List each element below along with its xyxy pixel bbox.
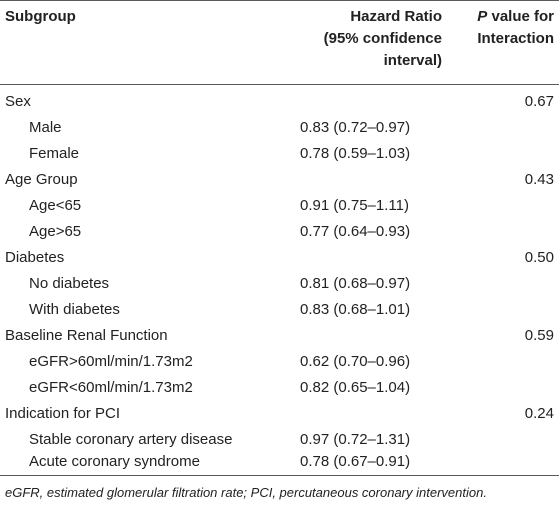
header-p-value: P value for Interaction <box>477 6 554 50</box>
table-row: Age<65 0.91 (0.75–1.11) <box>0 193 559 219</box>
table-row: Female 0.78 (0.59–1.03) <box>0 141 559 167</box>
row-label: Stable coronary artery disease <box>29 431 233 448</box>
header-rule <box>0 84 559 85</box>
table-row: Indication for PCI 0.24 <box>0 401 559 427</box>
header-hr-line1: Hazard Ratio <box>350 8 442 25</box>
header-subgroup: Subgroup <box>5 8 76 25</box>
row-label: Indication for PCI <box>5 405 121 422</box>
row-label: Age>65 <box>29 223 82 240</box>
table-row: eGFR>60ml/min/1.73m2 0.62 (0.70–0.96) <box>0 349 559 375</box>
header-p-rest: value for <box>487 8 554 25</box>
table-row: eGFR<60ml/min/1.73m2 0.82 (0.65–1.04) <box>0 375 559 401</box>
table-row: Diabetes 0.50 <box>0 245 559 271</box>
row-hr: 0.83 (0.68–1.01) <box>300 301 411 318</box>
header-hazard-ratio: Hazard Ratio (95% confidence interval) <box>262 6 442 72</box>
header-hr-line2: (95% confidence interval) <box>323 30 442 69</box>
row-label: With diabetes <box>29 301 120 318</box>
table-row: Age>65 0.77 (0.64–0.93) <box>0 219 559 245</box>
table-row: Baseline Renal Function 0.59 <box>0 323 559 349</box>
row-label: No diabetes <box>29 275 110 292</box>
row-label: eGFR<60ml/min/1.73m2 <box>29 379 193 396</box>
row-hr: 0.83 (0.72–0.97) <box>300 119 411 136</box>
row-label: Acute coronary syndrome <box>29 453 200 470</box>
row-label: Sex <box>5 93 31 110</box>
row-label: Baseline Renal Function <box>5 327 168 344</box>
row-hr: 0.97 (0.72–1.31) <box>300 431 411 448</box>
header-p-line2: Interaction <box>477 30 554 47</box>
row-label: Diabetes <box>5 249 65 266</box>
row-p: 0.67 <box>524 93 554 110</box>
row-p: 0.59 <box>524 327 554 344</box>
row-label: Male <box>29 119 62 136</box>
table-footnote: eGFR, estimated glomerular filtration ra… <box>5 485 487 500</box>
row-p: 0.43 <box>524 171 554 188</box>
row-hr: 0.81 (0.68–0.97) <box>300 275 411 292</box>
row-hr: 0.91 (0.75–1.11) <box>300 197 409 214</box>
table-row: Age Group 0.43 <box>0 167 559 193</box>
header-p-line1: P value for <box>477 6 554 28</box>
row-label: Age<65 <box>29 197 82 214</box>
row-p: 0.50 <box>524 249 554 266</box>
bottom-rule <box>0 475 559 476</box>
table-row: Male 0.83 (0.72–0.97) <box>0 115 559 141</box>
table-row: With diabetes 0.83 (0.68–1.01) <box>0 297 559 323</box>
row-label: eGFR>60ml/min/1.73m2 <box>29 353 193 370</box>
row-label: Female <box>29 145 80 162</box>
row-p: 0.24 <box>524 405 554 422</box>
row-hr: 0.82 (0.65–1.04) <box>300 379 411 396</box>
header-p-italic: P <box>477 8 488 25</box>
row-label: Age Group <box>5 171 78 188</box>
row-hr: 0.77 (0.64–0.93) <box>300 223 411 240</box>
table-row: No diabetes 0.81 (0.68–0.97) <box>0 271 559 297</box>
row-hr: 0.78 (0.67–0.91) <box>300 453 411 470</box>
table-row: Acute coronary syndrome 0.78 (0.67–0.91) <box>0 449 559 475</box>
row-hr: 0.78 (0.59–1.03) <box>300 145 411 162</box>
row-hr: 0.62 (0.70–0.96) <box>300 353 411 370</box>
top-rule <box>0 0 559 1</box>
table-row: Stable coronary artery disease 0.97 (0.7… <box>0 427 559 453</box>
table-row: Sex 0.67 <box>0 89 559 115</box>
